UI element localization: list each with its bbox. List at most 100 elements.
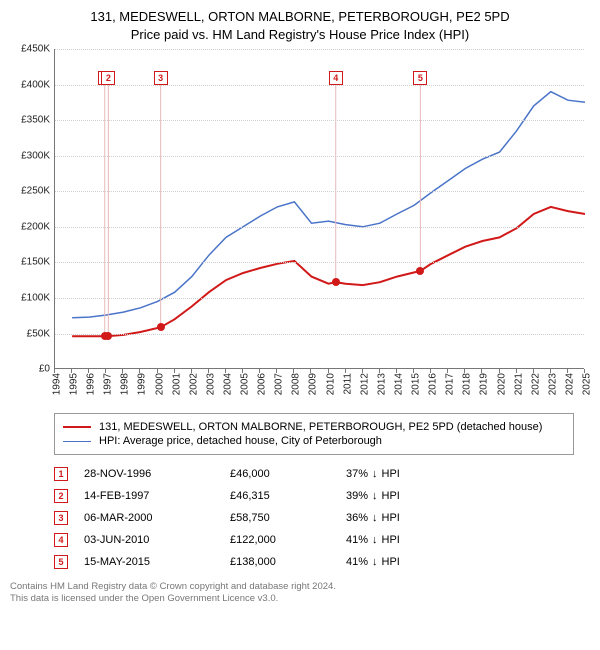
title-line-2: Price paid vs. HM Land Registry's House … [10, 26, 590, 44]
transaction-row: 403-JUN-2010£122,00041% ↓ HPI [54, 529, 574, 551]
x-tick-label: 2024 [564, 373, 575, 395]
transaction-marker-icon: 3 [54, 511, 68, 525]
x-tick-label: 2012 [359, 373, 370, 395]
transaction-date: 28-NOV-1996 [84, 468, 214, 480]
marker-box-4: 4 [329, 71, 343, 85]
gridline [55, 49, 584, 50]
gridline [55, 120, 584, 121]
marker-box-3: 3 [154, 71, 168, 85]
x-tick-label: 2015 [411, 373, 422, 395]
y-tick-label: £400K [21, 79, 50, 90]
gridline [55, 191, 584, 192]
marker-box-2: 2 [101, 71, 115, 85]
y-tick-label: £200K [21, 221, 50, 232]
x-tick-label: 2009 [308, 373, 319, 395]
x-tick-label: 2018 [462, 373, 473, 395]
legend-swatch-hpi [63, 441, 91, 442]
transaction-pct-vs-hpi: 36% ↓ HPI [346, 512, 456, 524]
transaction-row: 1 28-NOV-1996 £46,000 37% ↓ HPI [54, 463, 574, 485]
transaction-marker-icon: 4 [54, 533, 68, 547]
transaction-price: £46,315 [230, 490, 330, 502]
x-tick-label: 2004 [222, 373, 233, 395]
gridline [55, 156, 584, 157]
x-tick-label: 1995 [69, 373, 80, 395]
x-axis: 1994199519961997199819992000200120022003… [54, 369, 584, 409]
transaction-price: £46,000 [230, 468, 330, 480]
gridline [55, 262, 584, 263]
x-tick-label: 1999 [137, 373, 148, 395]
transactions-table: 1 28-NOV-1996 £46,000 37% ↓ HPI 2 14-FEB-1997… [54, 463, 574, 573]
x-tick-label: 1996 [86, 373, 97, 395]
x-tick-label: 2003 [205, 373, 216, 395]
y-tick-label: £300K [21, 150, 50, 161]
x-tick-label: 2006 [257, 373, 268, 395]
gridline [55, 227, 584, 228]
gridline [55, 334, 584, 335]
y-tick-label: £150K [21, 257, 50, 268]
x-tick-label: 2007 [274, 373, 285, 395]
x-tick-label: 2022 [530, 373, 541, 395]
gridline [55, 298, 584, 299]
footer-line-2: This data is licensed under the Open Gov… [10, 593, 590, 605]
arrow-down-icon: ↓ [372, 468, 378, 480]
y-tick-label: £350K [21, 115, 50, 126]
transaction-row: 3 06-MAR-2000 £58,750 36% ↓ HPI [54, 507, 574, 529]
y-tick-label: £450K [21, 44, 50, 55]
x-tick-label: 2019 [479, 373, 490, 395]
legend-swatch-property [63, 426, 91, 428]
footer-attribution: Contains HM Land Registry data © Crown c… [10, 581, 590, 606]
y-tick-label: £0 [39, 364, 50, 375]
transaction-pct-vs-hpi: 39% ↓ HPI [346, 490, 456, 502]
legend-row-hpi: HPI: Average price, detached house, City… [63, 434, 565, 448]
marker-box-5: 5 [413, 71, 427, 85]
transaction-pct-vs-hpi: 37% ↓ HPI [346, 468, 456, 480]
y-axis: £0£50K£100K£150K£200K£250K£300K£350K£400… [10, 49, 54, 369]
marker-dot-2 [104, 332, 112, 340]
x-tick-label: 2013 [376, 373, 387, 395]
x-tick-label: 2021 [513, 373, 524, 395]
transaction-pct-vs-hpi: 41% ↓ HPI [346, 534, 456, 546]
x-tick-label: 2000 [154, 373, 165, 395]
legend-box: 131, MEDESWELL, ORTON MALBORNE, PETERBOR… [54, 413, 574, 455]
transaction-price: £58,750 [230, 512, 330, 524]
x-tick-label: 2008 [291, 373, 302, 395]
transaction-marker-icon: 1 [54, 467, 68, 481]
transaction-marker-icon: 5 [54, 555, 68, 569]
x-tick-label: 2017 [445, 373, 456, 395]
marker-dot-5 [416, 267, 424, 275]
marker-dot-3 [157, 323, 165, 331]
y-tick-label: £50K [27, 328, 50, 339]
transaction-pct-vs-hpi: 41% ↓ HPI [346, 556, 456, 568]
x-tick-label: 1997 [103, 373, 114, 395]
transaction-price: £138,000 [230, 556, 330, 568]
legend-label-hpi: HPI: Average price, detached house, City… [99, 435, 382, 447]
transaction-date: 14-FEB-1997 [84, 490, 214, 502]
x-tick-label: 2025 [582, 373, 593, 395]
x-tick-label: 2016 [428, 373, 439, 395]
x-tick-label: 2001 [171, 373, 182, 395]
arrow-down-icon: ↓ [372, 512, 378, 524]
x-tick-label: 2020 [496, 373, 507, 395]
arrow-down-icon: ↓ [372, 490, 378, 502]
x-tick-label: 1994 [52, 373, 63, 395]
transaction-date: 03-JUN-2010 [84, 534, 214, 546]
x-tick-label: 1998 [120, 373, 131, 395]
x-tick-label: 2011 [342, 373, 353, 395]
title-line-1: 131, MEDESWELL, ORTON MALBORNE, PETERBOR… [10, 8, 590, 26]
legend-row-property: 131, MEDESWELL, ORTON MALBORNE, PETERBOR… [63, 420, 565, 434]
transaction-row: 2 14-FEB-1997 £46,315 39% ↓ HPI [54, 485, 574, 507]
arrow-down-icon: ↓ [372, 556, 378, 568]
transaction-date: 06-MAR-2000 [84, 512, 214, 524]
chart-lines-svg [55, 49, 585, 369]
y-tick-label: £100K [21, 292, 50, 303]
transaction-row: 515-MAY-2015£138,00041% ↓ HPI [54, 551, 574, 573]
arrow-down-icon: ↓ [372, 534, 378, 546]
transaction-marker-icon: 2 [54, 489, 68, 503]
chart-title-block: 131, MEDESWELL, ORTON MALBORNE, PETERBOR… [10, 8, 590, 43]
chart-area: £0£50K£100K£150K£200K£250K£300K£350K£400… [10, 49, 590, 409]
x-tick-label: 2023 [547, 373, 558, 395]
x-tick-label: 2005 [240, 373, 251, 395]
x-tick-label: 2010 [325, 373, 336, 395]
legend-label-property: 131, MEDESWELL, ORTON MALBORNE, PETERBOR… [99, 421, 542, 433]
x-tick-label: 2014 [393, 373, 404, 395]
